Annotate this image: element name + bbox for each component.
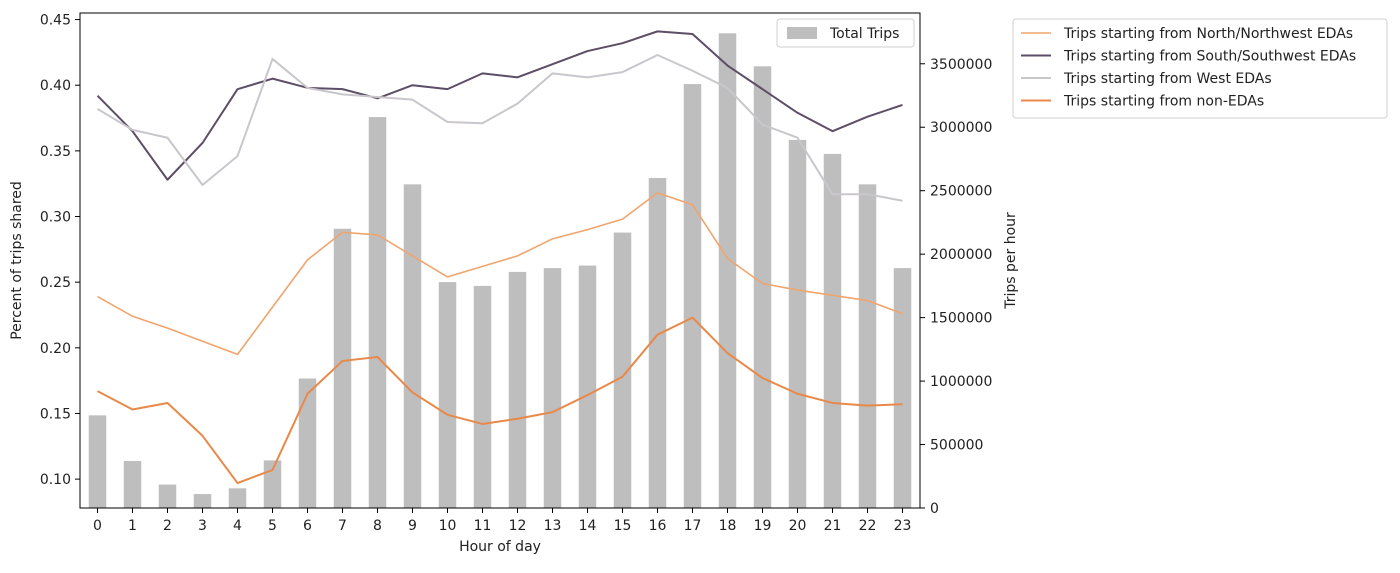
line-series-2 [96, 30, 903, 181]
right-y-tick-label: 1000000 [930, 374, 992, 390]
right-y-tick-label: 2000000 [930, 247, 992, 263]
legend-lines-box [1012, 18, 1388, 119]
bar-hour-6 [298, 378, 317, 508]
right-y-tick-label: 3000000 [930, 120, 992, 136]
x-axis: 0 1 2 3 4 5 6 7 8 9 10 11 12 13 14 15 16 17 18 19 20 21 22 23 [93, 508, 911, 534]
bar-hour-8 [368, 117, 387, 509]
x-tick-label: 10 [439, 518, 457, 534]
line-series-4 [97, 316, 903, 485]
left-y-tick-label: 0.20 [40, 341, 71, 357]
x-tick-label: 19 [754, 518, 772, 534]
line-series-3 [96, 54, 903, 202]
x-tick-label: 21 [824, 518, 842, 534]
bar-hour-9 [403, 184, 422, 508]
left-y-axis-label: Percent of trips shared [9, 181, 25, 340]
x-tick-label: 6 [303, 518, 312, 534]
left-y-tick-label: 0.30 [40, 210, 71, 226]
bar-hour-14 [578, 265, 597, 508]
bar-hour-4 [228, 488, 247, 508]
bar-hour-20 [788, 139, 807, 508]
x-tick-label: 5 [268, 518, 277, 534]
bar-hour-15 [613, 232, 632, 509]
bar-hour-19 [753, 66, 772, 509]
x-axis-label: Hour of day [459, 539, 541, 555]
bar-hour-10 [438, 282, 457, 508]
line-series-1 [97, 192, 903, 356]
plot-frame [79, 12, 921, 509]
legend-label-series-4: Trips starting from non-EDAs [1063, 94, 1264, 110]
bar-hour-22 [858, 184, 877, 508]
x-tick-label: 3 [198, 518, 207, 534]
left-y-tick-label: 0.15 [40, 406, 71, 422]
x-tick-label: 23 [894, 518, 912, 534]
x-tick-label: 17 [684, 518, 702, 534]
left-y-tick-label: 0.35 [40, 144, 71, 160]
legend-label-series-3: Trips starting from West EDAs [1063, 71, 1272, 87]
bar-hour-21 [823, 153, 842, 508]
bar-hour-2 [158, 484, 177, 508]
bar-hour-13 [543, 268, 562, 508]
x-tick-label: 15 [614, 518, 632, 534]
bar-hour-11 [473, 285, 492, 508]
bar-hour-1 [123, 461, 142, 508]
x-tick-label: 11 [474, 518, 492, 534]
right-y-tick-label: 3500000 [930, 57, 992, 73]
legend-label-series-1: Trips starting from North/Northwest EDAs [1063, 26, 1353, 42]
right-y-tick-label: 500000 [930, 438, 983, 454]
x-tick-label: 4 [233, 518, 242, 534]
left-y-tick-label: 0.25 [40, 275, 71, 291]
bar-series-total-trips [88, 33, 912, 509]
bar-hour-12 [508, 271, 527, 508]
x-tick-label: 13 [544, 518, 562, 534]
right-y-tick-label: 2500000 [930, 184, 992, 200]
x-tick-label: 0 [93, 518, 102, 534]
x-tick-label: 18 [719, 518, 737, 534]
bar-hour-23 [893, 268, 912, 508]
legend-bars-box [776, 18, 915, 48]
bar-hour-17 [683, 84, 702, 509]
x-tick-label: 20 [789, 518, 807, 534]
x-tick-label: 14 [579, 518, 597, 534]
x-tick-label: 1 [128, 518, 137, 534]
legend-bars: Total Trips [776, 18, 915, 48]
x-tick-label: 9 [408, 518, 417, 534]
right-y-tick-label: 0 [930, 501, 939, 517]
right-y-tick-label: 1500000 [930, 311, 992, 327]
left-y-tick-label: 0.10 [40, 472, 71, 488]
right-y-axis: 0 500000 1000000 1500000 2000000 2500000 30000… [920, 57, 992, 517]
x-tick-label: 8 [373, 518, 382, 534]
bar-hour-3 [193, 494, 212, 508]
bar-hour-16 [648, 178, 667, 508]
x-tick-label: 12 [509, 518, 527, 534]
legend-label-total-trips: Total Trips [829, 26, 899, 42]
x-tick-label: 16 [649, 518, 667, 534]
left-y-axis: 0.10 0.15 0.20 0.25 0.30 0.35 0.40 0.45 [40, 13, 80, 488]
x-tick-label: 2 [163, 518, 172, 534]
x-tick-label: 22 [859, 518, 877, 534]
bar-hour-18 [718, 33, 737, 509]
legend-label-series-2: Trips starting from South/Southwest EDAs [1063, 49, 1356, 65]
left-y-tick-label: 0.45 [40, 13, 71, 29]
bar-hour-0 [88, 415, 107, 508]
legend-swatch-total-trips [787, 27, 817, 39]
legend-lines: Trips starting from North/Northwest EDAs… [1012, 18, 1388, 119]
x-tick-label: 7 [338, 518, 347, 534]
bar-hour-7 [333, 228, 352, 508]
line-series-group [96, 30, 903, 485]
right-y-axis-label: Trips per hour [1003, 212, 1019, 310]
left-y-tick-label: 0.40 [40, 78, 71, 94]
